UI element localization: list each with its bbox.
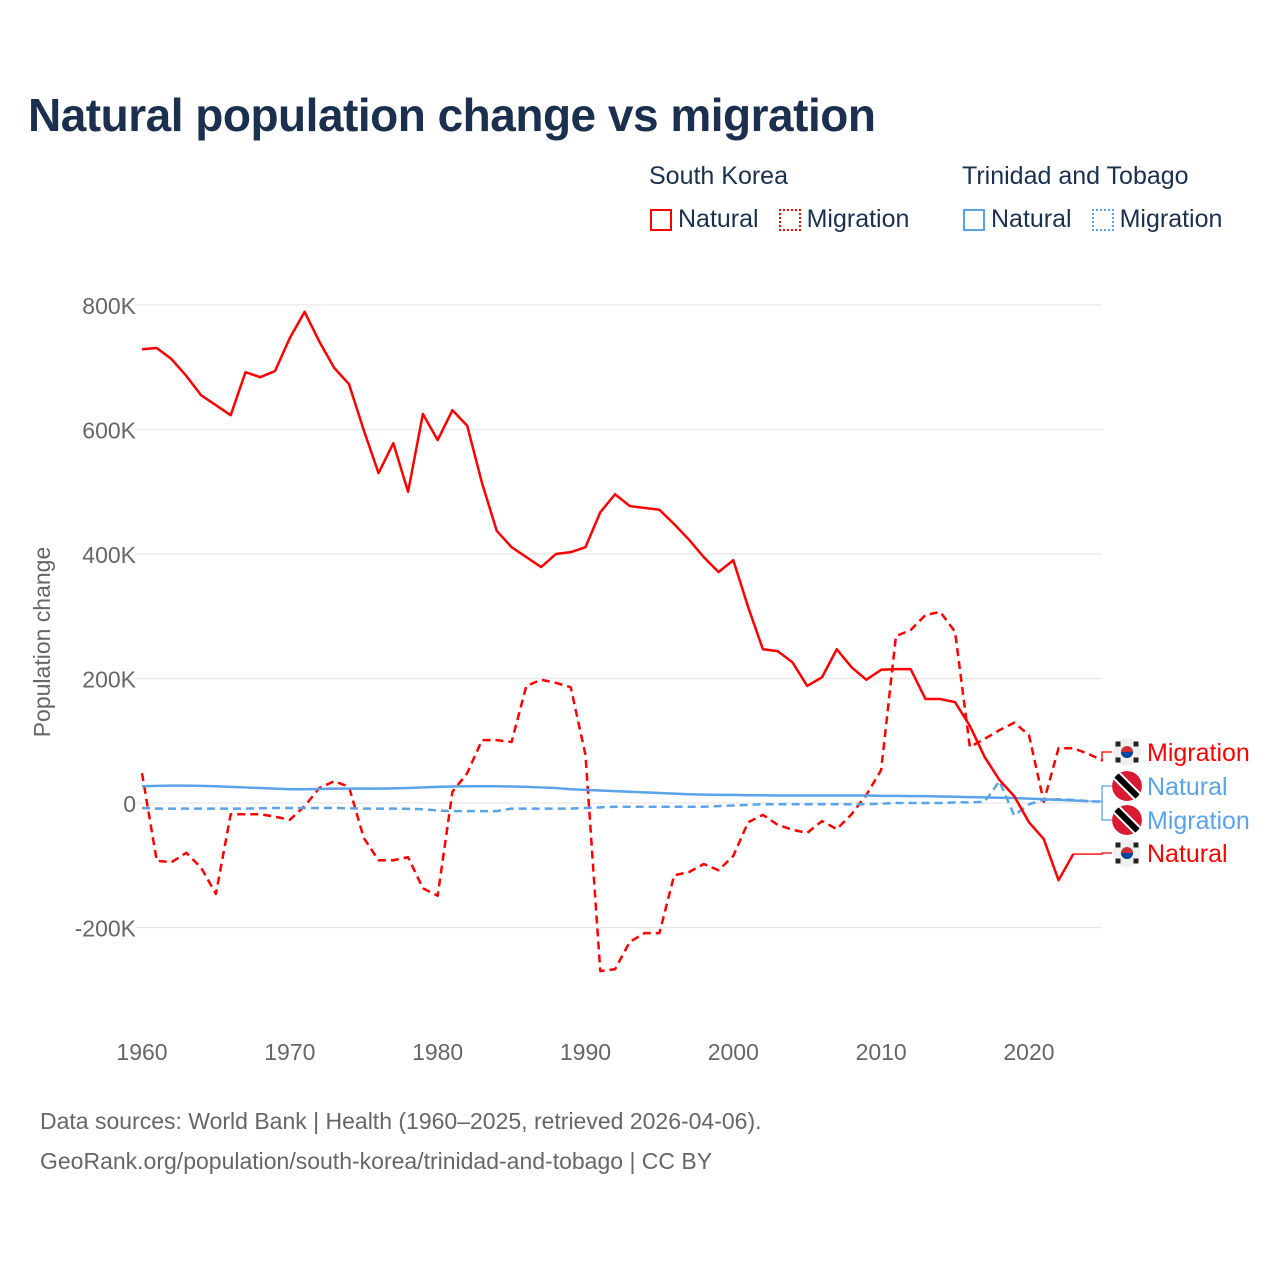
footer-link[interactable]: GeoRank.org/population/south-korea/trini… [40, 1148, 713, 1174]
y-axis-label: Population change [29, 547, 55, 738]
legend-item-tt-natural[interactable]: Natural [963, 205, 1072, 234]
legend-south-korea: Natural Migration [650, 205, 909, 234]
chart-title: Natural population change vs migration [28, 89, 876, 141]
flag-trigram [1133, 842, 1139, 848]
flag-body [1112, 771, 1142, 801]
flag-trigram [1115, 757, 1121, 763]
legend-item-sk-migration[interactable]: Migration [778, 205, 910, 234]
series-end-label: Migration [1147, 807, 1250, 835]
legend-group-trinidad: Trinidad and Tobago [962, 162, 1189, 190]
label-connector [1088, 785, 1112, 802]
south-korea-flag-icon [1113, 839, 1141, 867]
legend-item-sk-natural[interactable]: Natural [650, 205, 759, 234]
series-line-trinidad-and-tobago-natural [141, 784, 1089, 803]
x-tick-label: 1990 [560, 1039, 611, 1065]
series-end-label: Natural [1147, 840, 1228, 868]
flag-taeguk-blue [1121, 752, 1133, 758]
dotted-swatch-icon [778, 208, 801, 231]
y-tick-label: -200K [75, 916, 137, 942]
series-line-south-korea-natural [141, 310, 1075, 882]
x-tick-label: 1960 [116, 1039, 167, 1065]
flag-stripe-black [1112, 771, 1142, 801]
legend-label: Migration [806, 205, 910, 233]
flag-taeguk-blue [1121, 853, 1133, 859]
label-connector [1101, 751, 1112, 762]
y-tick-label: 0 [123, 791, 136, 817]
legend-label: Natural [991, 205, 1072, 233]
trinidad-and-tobago-flag-icon [1112, 805, 1142, 835]
solid-swatch-icon [963, 208, 985, 231]
series-end-label: Migration [1147, 739, 1250, 767]
y-tick-label: 600K [82, 418, 136, 444]
legend-label: Natural [678, 205, 759, 233]
x-tick-label: 1970 [264, 1039, 315, 1065]
series-line-trinidad-and-tobago-migration [141, 779, 1103, 817]
flag-trigram [1115, 842, 1121, 848]
x-tick-label: 2000 [708, 1039, 759, 1065]
flag-trigram [1133, 858, 1139, 864]
label-connector [1101, 801, 1112, 821]
trinidad-and-tobago-flag-icon [1112, 771, 1142, 801]
x-tick-label: 2010 [856, 1039, 907, 1065]
flag-trigram [1115, 741, 1121, 747]
flag-stripe-black [1112, 805, 1142, 835]
label-connector [1073, 852, 1112, 855]
flag-trigram [1115, 858, 1121, 864]
y-tick-label: 200K [82, 667, 136, 693]
legend-group-south-korea: South Korea [649, 162, 788, 190]
solid-swatch-icon [650, 208, 672, 231]
series-end-label: Natural [1147, 773, 1228, 801]
y-tick-label: 400K [82, 542, 136, 568]
dotted-swatch-icon [1091, 208, 1114, 231]
x-tick-label: 1980 [412, 1039, 463, 1065]
flag-trigram [1133, 757, 1139, 763]
south-korea-flag-icon [1113, 738, 1141, 766]
legend-item-tt-migration[interactable]: Migration [1091, 205, 1223, 234]
flag-trigram [1133, 741, 1139, 747]
legend-trinidad: Natural Migration [963, 205, 1222, 234]
footer-sources: Data sources: World Bank | Health (1960–… [40, 1108, 762, 1134]
legend-label: Migration [1119, 205, 1223, 233]
x-tick-label: 2020 [1003, 1039, 1054, 1065]
flag-body [1112, 805, 1142, 835]
y-tick-label: 800K [82, 293, 136, 319]
